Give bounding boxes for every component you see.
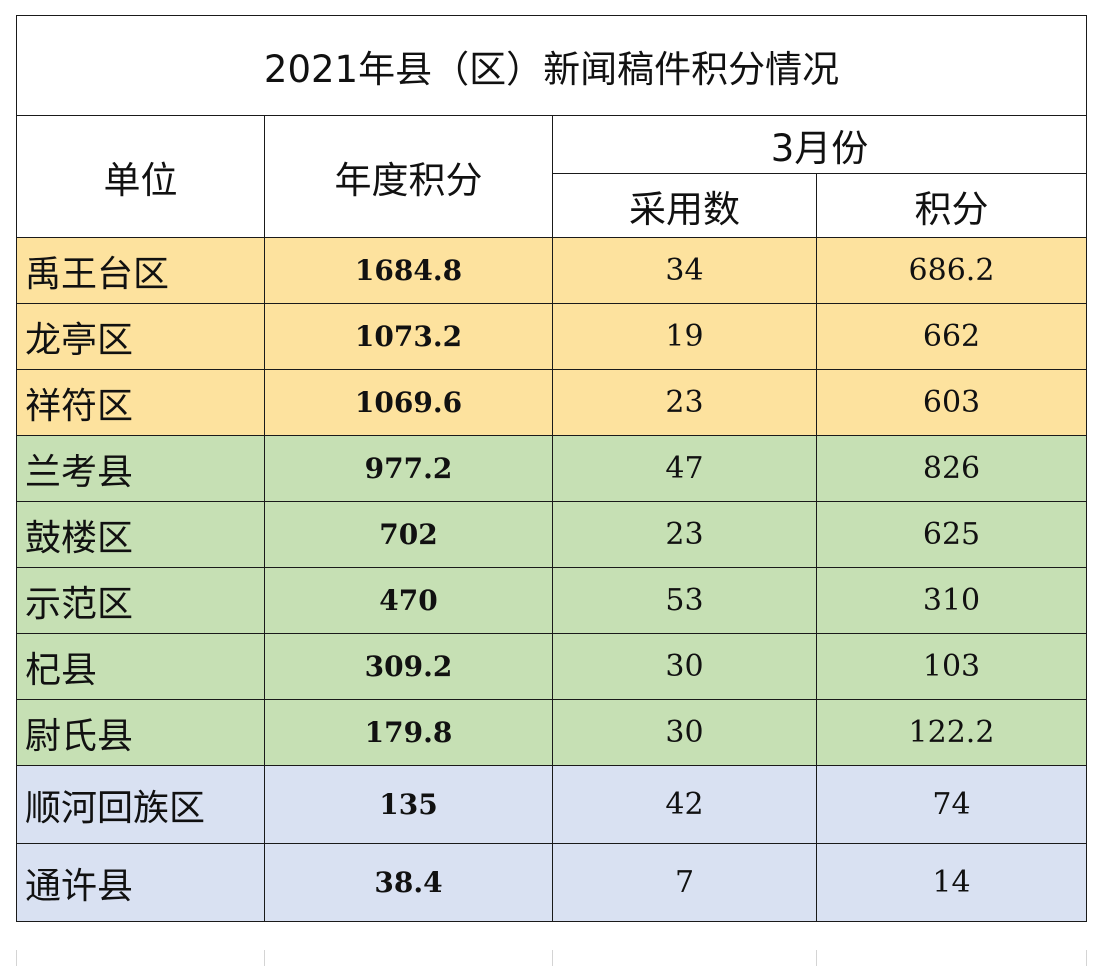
annual-score-cell: 309.2 xyxy=(264,633,553,700)
table-row: 龙亭区 1073.2 19 662 xyxy=(16,303,1087,370)
annual-score-cell: 135 xyxy=(264,765,553,844)
annual-score-cell: 1684.8 xyxy=(264,237,553,304)
unit-cell: 尉氏县 xyxy=(16,699,265,766)
table-row: 示范区 470 53 310 xyxy=(16,567,1087,634)
adopted-count-cell: 30 xyxy=(552,699,817,766)
month-score-cell: 662 xyxy=(816,303,1087,370)
unit-cell: 祥符区 xyxy=(16,369,265,436)
unit-cell: 杞县 xyxy=(16,633,265,700)
adopted-count-cell: 7 xyxy=(552,843,817,922)
table-row: 禹王台区 1684.8 34 686.2 xyxy=(16,237,1087,304)
unit-cell: 兰考县 xyxy=(16,435,265,502)
month-score-cell: 686.2 xyxy=(816,237,1087,304)
month-score-cell: 603 xyxy=(816,369,1087,436)
header-adopted-count: 采用数 xyxy=(552,173,817,238)
unit-cell: 龙亭区 xyxy=(16,303,265,370)
table-body: 禹王台区 1684.8 34 686.2 龙亭区 1073.2 19 662 祥符区 1069.6… xyxy=(16,237,1087,922)
grid-line xyxy=(264,950,265,966)
grid-line xyxy=(16,950,17,966)
table-row: 顺河回族区 135 42 74 xyxy=(16,765,1087,844)
month-score-cell: 122.2 xyxy=(816,699,1087,766)
adopted-count-cell: 42 xyxy=(552,765,817,844)
header-month-group: 3月份 xyxy=(552,115,1087,174)
annual-score-cell: 38.4 xyxy=(264,843,553,922)
header-annual-score: 年度积分 xyxy=(264,115,553,238)
table-row: 尉氏县 179.8 30 122.2 xyxy=(16,699,1087,766)
grid-line xyxy=(1086,950,1087,966)
adopted-count-cell: 19 xyxy=(552,303,817,370)
adopted-count-cell: 47 xyxy=(552,435,817,502)
month-score-cell: 103 xyxy=(816,633,1087,700)
grid-line xyxy=(816,950,817,966)
adopted-count-cell: 34 xyxy=(552,237,817,304)
annual-score-cell: 977.2 xyxy=(264,435,553,502)
month-score-cell: 310 xyxy=(816,567,1087,634)
adopted-count-cell: 23 xyxy=(552,369,817,436)
unit-cell: 禹王台区 xyxy=(16,237,265,304)
adopted-count-cell: 23 xyxy=(552,501,817,568)
table-row: 祥符区 1069.6 23 603 xyxy=(16,369,1087,436)
annual-score-cell: 470 xyxy=(264,567,553,634)
annual-score-cell: 1073.2 xyxy=(264,303,553,370)
month-score-cell: 826 xyxy=(816,435,1087,502)
unit-cell: 鼓楼区 xyxy=(16,501,265,568)
month-score-cell: 625 xyxy=(816,501,1087,568)
adopted-count-cell: 53 xyxy=(552,567,817,634)
grid-line xyxy=(552,950,553,966)
table-row: 鼓楼区 702 23 625 xyxy=(16,501,1087,568)
unit-cell: 通许县 xyxy=(16,843,265,922)
table-row: 通许县 38.4 7 14 xyxy=(16,843,1087,922)
table-title: 2021年县（区）新闻稿件积分情况 xyxy=(16,15,1087,116)
month-score-cell: 14 xyxy=(816,843,1087,922)
table-row: 兰考县 977.2 47 826 xyxy=(16,435,1087,502)
annual-score-cell: 1069.6 xyxy=(264,369,553,436)
score-table: 2021年县（区）新闻稿件积分情况 单位 年度积分 3月份 采用数 积分 禹王台… xyxy=(16,15,1087,922)
annual-score-cell: 702 xyxy=(264,501,553,568)
header-month-score: 积分 xyxy=(816,173,1087,238)
unit-cell: 示范区 xyxy=(16,567,265,634)
month-score-cell: 74 xyxy=(816,765,1087,844)
annual-score-cell: 179.8 xyxy=(264,699,553,766)
unit-cell: 顺河回族区 xyxy=(16,765,265,844)
table-row: 杞县 309.2 30 103 xyxy=(16,633,1087,700)
header-unit: 单位 xyxy=(16,115,265,238)
adopted-count-cell: 30 xyxy=(552,633,817,700)
